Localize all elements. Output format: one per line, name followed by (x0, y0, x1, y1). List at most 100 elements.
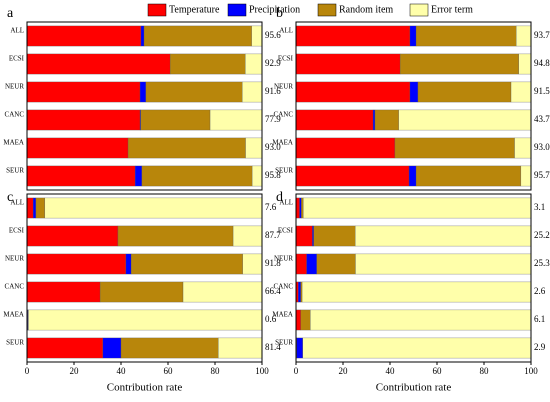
total-label: 95.7 (534, 170, 550, 180)
x-tick-label: 20 (70, 366, 80, 376)
bar-segment (26, 225, 119, 247)
bar-segment (32, 197, 37, 219)
bar-segment (301, 281, 532, 303)
bar-segment (399, 53, 519, 75)
bar-segment (300, 281, 303, 303)
bar-segment (26, 337, 104, 359)
bar-segment (316, 253, 356, 275)
bar-segment (300, 309, 311, 331)
x-tick-label: 100 (524, 366, 538, 376)
total-label: 93.0 (265, 142, 281, 152)
legend-label: Precipitation (249, 4, 300, 15)
legend-swatch (317, 3, 337, 17)
total-label: 43.7 (534, 114, 550, 124)
bar-segment (313, 225, 356, 247)
category-label: ECSI (9, 227, 25, 235)
bar-segment (374, 109, 399, 131)
bar-segment (296, 337, 303, 359)
bar-segment (520, 165, 532, 187)
category-label: MAEA (272, 311, 293, 319)
bar-segment (134, 165, 143, 187)
bar-segment (299, 197, 302, 219)
bar-segment (295, 165, 410, 187)
panel-label: b (276, 6, 283, 21)
category-label: CANC (5, 111, 25, 119)
category-label: NEUR (274, 255, 293, 263)
bar-segment (44, 197, 263, 219)
category-label: CANC (274, 111, 294, 119)
x-tick-label: 60 (433, 366, 443, 376)
bar-segment (295, 197, 300, 219)
bar-segment (372, 109, 376, 131)
total-label: 94.8 (534, 58, 550, 68)
bar-segment (409, 81, 419, 103)
x-axis-label: Contribution rate (376, 382, 452, 394)
total-label: 95.8 (265, 170, 281, 180)
total-label: 2.9 (534, 342, 546, 352)
bar-segment (355, 253, 532, 275)
bar-segment (306, 253, 317, 275)
bar-segment (26, 137, 129, 159)
bar-segment (139, 81, 147, 103)
axes-frame (26, 193, 263, 363)
total-label: 87.7 (265, 230, 281, 240)
bar-segment (140, 25, 145, 47)
category-label: MAEA (3, 139, 24, 147)
total-label: 91.8 (265, 258, 281, 268)
bar-segment (409, 25, 417, 47)
total-label: 91.5 (534, 86, 550, 96)
category-label: SEUR (6, 167, 24, 175)
bar-segment (102, 337, 122, 359)
bar-segment (251, 165, 263, 187)
bar-segment (130, 253, 243, 275)
bar-segment (99, 281, 184, 303)
bar-segment (295, 309, 301, 331)
bar-segment (295, 137, 396, 159)
category-label: NEUR (5, 255, 24, 263)
bar-segment (140, 109, 211, 131)
bar-segment (26, 109, 141, 131)
bar-segment (295, 253, 307, 275)
axes-frame (295, 193, 532, 363)
bar-segment (417, 81, 512, 103)
bar-segment (26, 25, 142, 47)
x-tick-label: 0 (294, 366, 299, 376)
bar-segment (26, 81, 141, 103)
legend-swatch (409, 3, 429, 17)
category-label: ALL (279, 199, 293, 207)
total-label: 81.4 (265, 342, 281, 352)
bar-segment (26, 197, 34, 219)
bar-segment (415, 25, 517, 47)
category-label: ECSI (278, 227, 294, 235)
bar-segment (394, 137, 515, 159)
category-label: NEUR (274, 83, 293, 91)
bar-segment (26, 165, 136, 187)
bar-segment (182, 281, 263, 303)
bar-segment (303, 197, 532, 219)
bar-segment (117, 225, 234, 247)
bar-segment (514, 137, 532, 159)
total-label: 0.6 (265, 314, 277, 324)
bar-segment (26, 53, 171, 75)
bar-segment (295, 81, 411, 103)
bar-segment (355, 225, 532, 247)
bar-segment (245, 137, 263, 159)
x-axis-label: Contribution rate (107, 382, 183, 394)
category-label: MAEA (272, 139, 293, 147)
panel-label: a (7, 6, 14, 21)
bar-segment (145, 81, 243, 103)
category-label: ALL (10, 27, 24, 35)
category-label: SEUR (275, 167, 293, 175)
axes-frame (295, 21, 532, 191)
bar-segment (218, 337, 263, 359)
bar-segment (232, 225, 263, 247)
bar-segment (143, 25, 252, 47)
category-label: SEUR (6, 339, 24, 347)
category-label: NEUR (5, 83, 24, 91)
bar-segment (415, 165, 522, 187)
total-label: 77.9 (265, 114, 281, 124)
x-tick-label: 60 (164, 366, 174, 376)
x-tick-label: 80 (480, 366, 490, 376)
category-label: ECSI (9, 55, 25, 63)
